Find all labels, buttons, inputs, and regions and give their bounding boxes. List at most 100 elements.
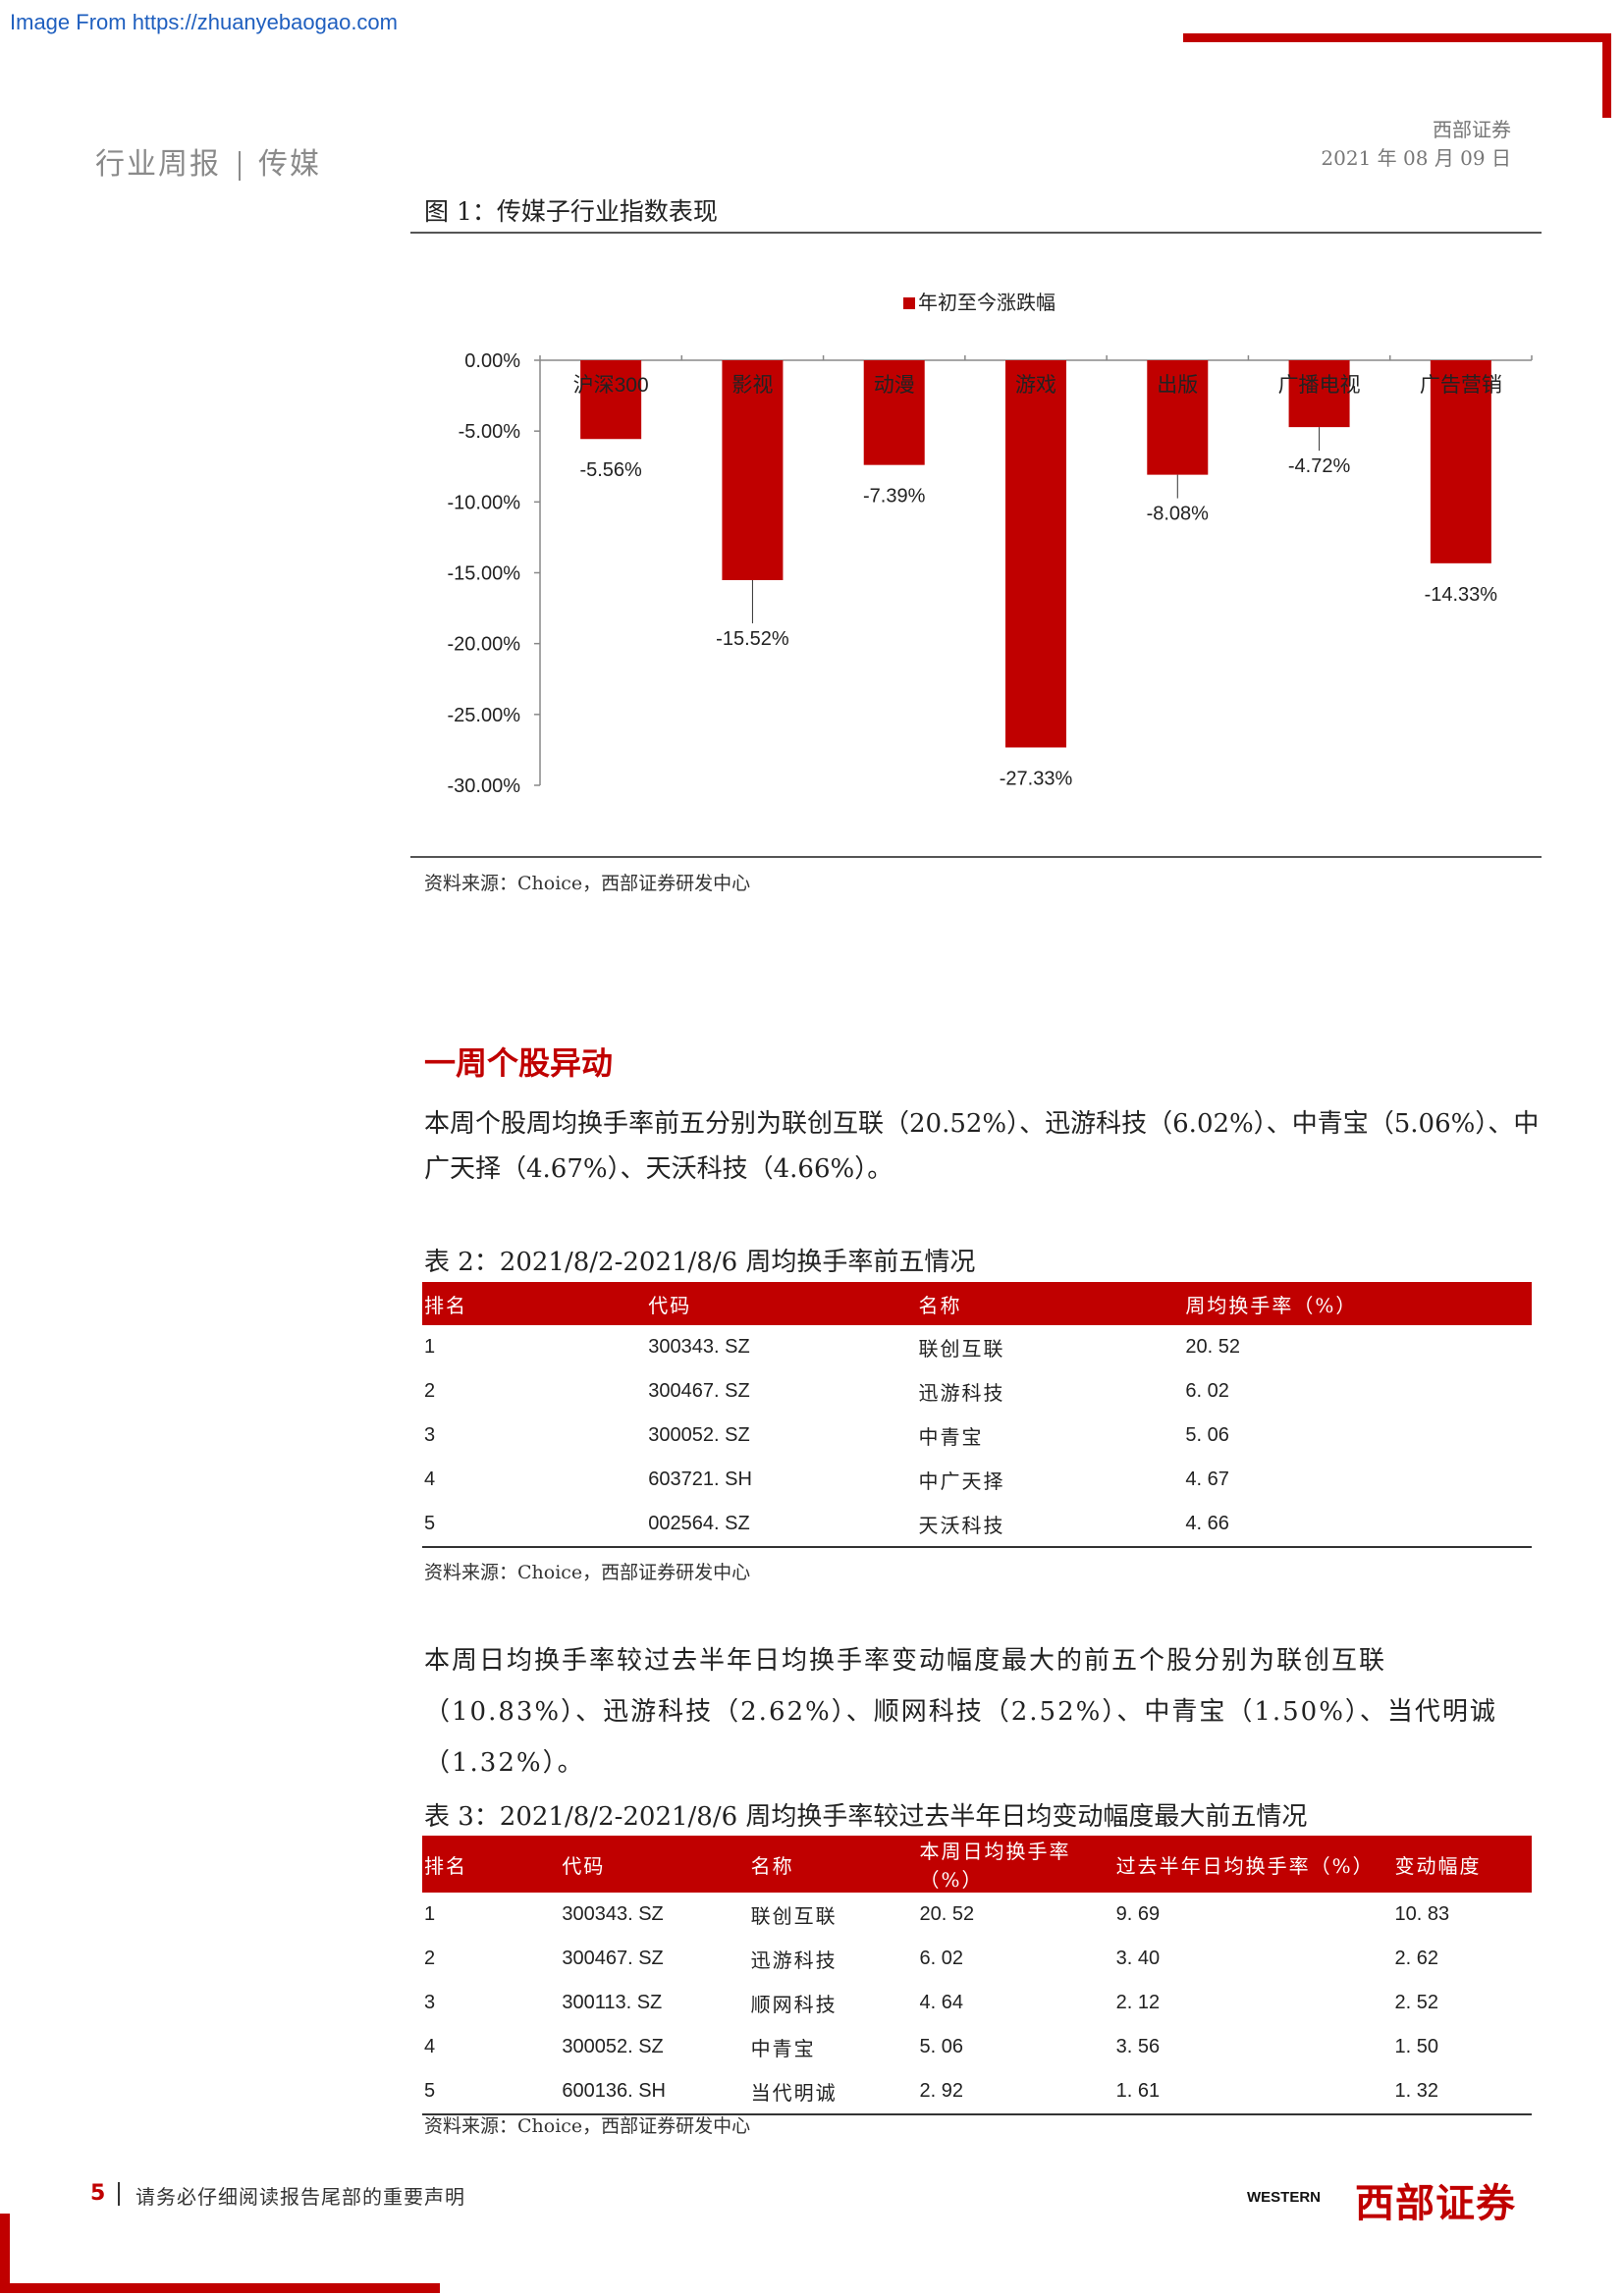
table-cell: 4 [424, 2036, 436, 2057]
table-cell: 603721. SH [648, 1468, 752, 1490]
table-cell: 300343. SZ [648, 1336, 750, 1358]
table-cell: 中青宝 [750, 2037, 816, 2060]
figure-title: 图 1：传媒子行业指数表现 [424, 197, 718, 226]
table-cell: 1. 32 [1392, 2069, 1532, 2115]
bar [863, 360, 925, 465]
table-cell: 9. 69 [1115, 1903, 1161, 1925]
bar [1147, 360, 1209, 475]
table-row: 3 300052. SZ 中青宝 5. 06 [422, 1414, 1532, 1458]
table-row: 3 300113. SZ 顺网科技 4. 64 2. 12 2. 52 [422, 1981, 1532, 2025]
figure-top-rule [410, 232, 1542, 234]
table-cell: 4 [424, 1468, 436, 1490]
industry-name: 传媒 [258, 147, 321, 182]
x-category-label: 广告营销 [1420, 374, 1502, 397]
header-date: 2021 年 08 月 09 日 [1321, 146, 1511, 170]
data-label: -27.33% [1000, 768, 1073, 789]
table-header-row: 排名 代码 名称 周均换手率（%） [422, 1282, 1532, 1325]
table-cell: 2 [424, 1948, 436, 1969]
table-cell: 天沃科技 [916, 1502, 1184, 1548]
table-cell: 4. 64 [919, 1992, 964, 2013]
table-cell: 5. 06 [919, 2036, 964, 2057]
data-label: -7.39% [863, 486, 926, 507]
x-category-label: 动漫 [874, 374, 915, 397]
table-header-cell: 名称 [748, 1836, 918, 1893]
table-cell: 3 [424, 1992, 436, 2013]
table-header-cell: 周均换手率（%） [1183, 1282, 1532, 1325]
table-cell: 3. 40 [1115, 1948, 1161, 1969]
table-cell: 迅游科技 [918, 1381, 1005, 1405]
y-tick-label: -15.00% [448, 563, 521, 585]
table-header-cell: 名称 [916, 1282, 1184, 1325]
table-cell: 600136. SH [560, 2069, 749, 2115]
data-label: -14.33% [1425, 584, 1498, 606]
top-accent-bar-vertical [1602, 33, 1611, 118]
x-category-label: 沪深300 [573, 374, 649, 397]
report-header: 行业周报 传媒 [95, 139, 321, 183]
data-label: -15.52% [716, 628, 789, 650]
table2-source: 资料来源：Choice，西部证券研发中心 [424, 1562, 751, 1583]
table2-title: 表 2：2021/8/2-2021/8/6 周均换手率前五情况 [424, 1248, 976, 1277]
table-cell: 当代明诚 [748, 2069, 918, 2115]
table-cell: 2. 12 [1115, 1992, 1161, 2013]
table-cell: 迅游科技 [750, 1949, 838, 1972]
table-cell: 5. 06 [1185, 1424, 1229, 1446]
table3-source: 资料来源：Choice，西部证券研发中心 [424, 2115, 751, 2137]
header-divider [239, 151, 241, 181]
bar [1005, 360, 1066, 748]
company-logo: WESTERN 西部证券 [1247, 2169, 1542, 2226]
x-category-label: 出版 [1157, 374, 1198, 397]
paragraph-turnover: 本周个股周均换手率前五分别为联创互联（20.52%）、迅游科技（6.02%）、中… [424, 1109, 1540, 1184]
table-cell: 顺网科技 [750, 1993, 838, 2016]
table-cell: 20. 52 [919, 1903, 975, 1925]
x-category-label: 游戏 [1015, 374, 1056, 397]
table-header-cell: 排名 [422, 1836, 561, 1893]
data-label: -8.08% [1147, 504, 1210, 525]
table-cell: 1 [424, 1903, 436, 1925]
table-header-cell: 代码 [560, 1836, 749, 1893]
table-cell: 4. 66 [1183, 1502, 1532, 1548]
table-cell: 1. 61 [1113, 2069, 1393, 2115]
y-tick-label: -20.00% [448, 634, 521, 656]
table-cell: 2. 92 [917, 2069, 1114, 2115]
table-cell: 5 [422, 2069, 561, 2115]
bar-chart: 年初至今涨跌幅 0.00% -5.00% -10.00% -15.00% -20.00% -… [448, 292, 1533, 797]
table2: 排名 代码 名称 周均换手率（%） 1 300343. SZ 联创互联 20. 52 2 300… [422, 1282, 1532, 1548]
table-row: 5 002564. SZ 天沃科技 4. 66 [422, 1502, 1532, 1548]
table-header-cell: 本周日均换手率（%） [917, 1836, 1114, 1893]
table-row: 4 603721. SH 中广天择 4. 67 [422, 1458, 1532, 1502]
table-cell: 2 [424, 1380, 436, 1402]
table-cell: 002564. SZ [646, 1502, 917, 1548]
figure-bottom-rule [410, 856, 1542, 858]
table-row: 1 300343. SZ 联创互联 20. 52 9. 69 10. 83 [422, 1893, 1532, 1937]
table-header-cell: 过去半年日均换手率（%） [1113, 1836, 1393, 1893]
top-accent-bar [1183, 33, 1610, 42]
table-cell: 10. 83 [1394, 1903, 1450, 1925]
table-row: 1 300343. SZ 联创互联 20. 52 [422, 1325, 1532, 1369]
table-cell: 5 [422, 1502, 647, 1548]
table3: 排名 代码 名称 本周日均换手率（%） 过去半年日均换手率（%） 变动幅度 1 300343… [422, 1836, 1532, 2115]
table-row: 2 300467. SZ 迅游科技 6. 02 3. 40 2. 62 [422, 1937, 1532, 1981]
table-row: 5 600136. SH 当代明诚 2. 92 1. 61 1. 32 [422, 2069, 1532, 2115]
table-cell: 1. 50 [1394, 2036, 1439, 2057]
logo-chinese: 西部证券 [1355, 2181, 1516, 2226]
table-cell: 300113. SZ [562, 1992, 663, 2013]
table-cell: 300467. SZ [648, 1380, 750, 1402]
table-cell: 300052. SZ [562, 2036, 664, 2057]
table-cell: 3. 56 [1115, 2036, 1161, 2057]
table-header-cell: 变动幅度 [1392, 1836, 1532, 1893]
table-cell: 2. 62 [1394, 1948, 1439, 1969]
table-cell: 300343. SZ [562, 1903, 664, 1925]
header-company: 西部证券 [1433, 118, 1511, 141]
legend-swatch [903, 297, 915, 309]
y-tick-label: -10.00% [448, 492, 521, 513]
table-header-cell: 排名 [422, 1282, 647, 1325]
bar [1288, 360, 1350, 428]
table-cell: 6. 02 [1185, 1380, 1229, 1402]
source-watermark: Image From https://zhuanyebaogao.com [10, 10, 398, 34]
y-tick-label: -25.00% [448, 705, 521, 726]
y-tick-label: 0.00% [464, 350, 520, 372]
data-label: -5.56% [579, 459, 642, 481]
table-header-cell: 代码 [646, 1282, 917, 1325]
table-cell: 6. 02 [919, 1948, 964, 1969]
footer-accent-bar [0, 2283, 440, 2293]
